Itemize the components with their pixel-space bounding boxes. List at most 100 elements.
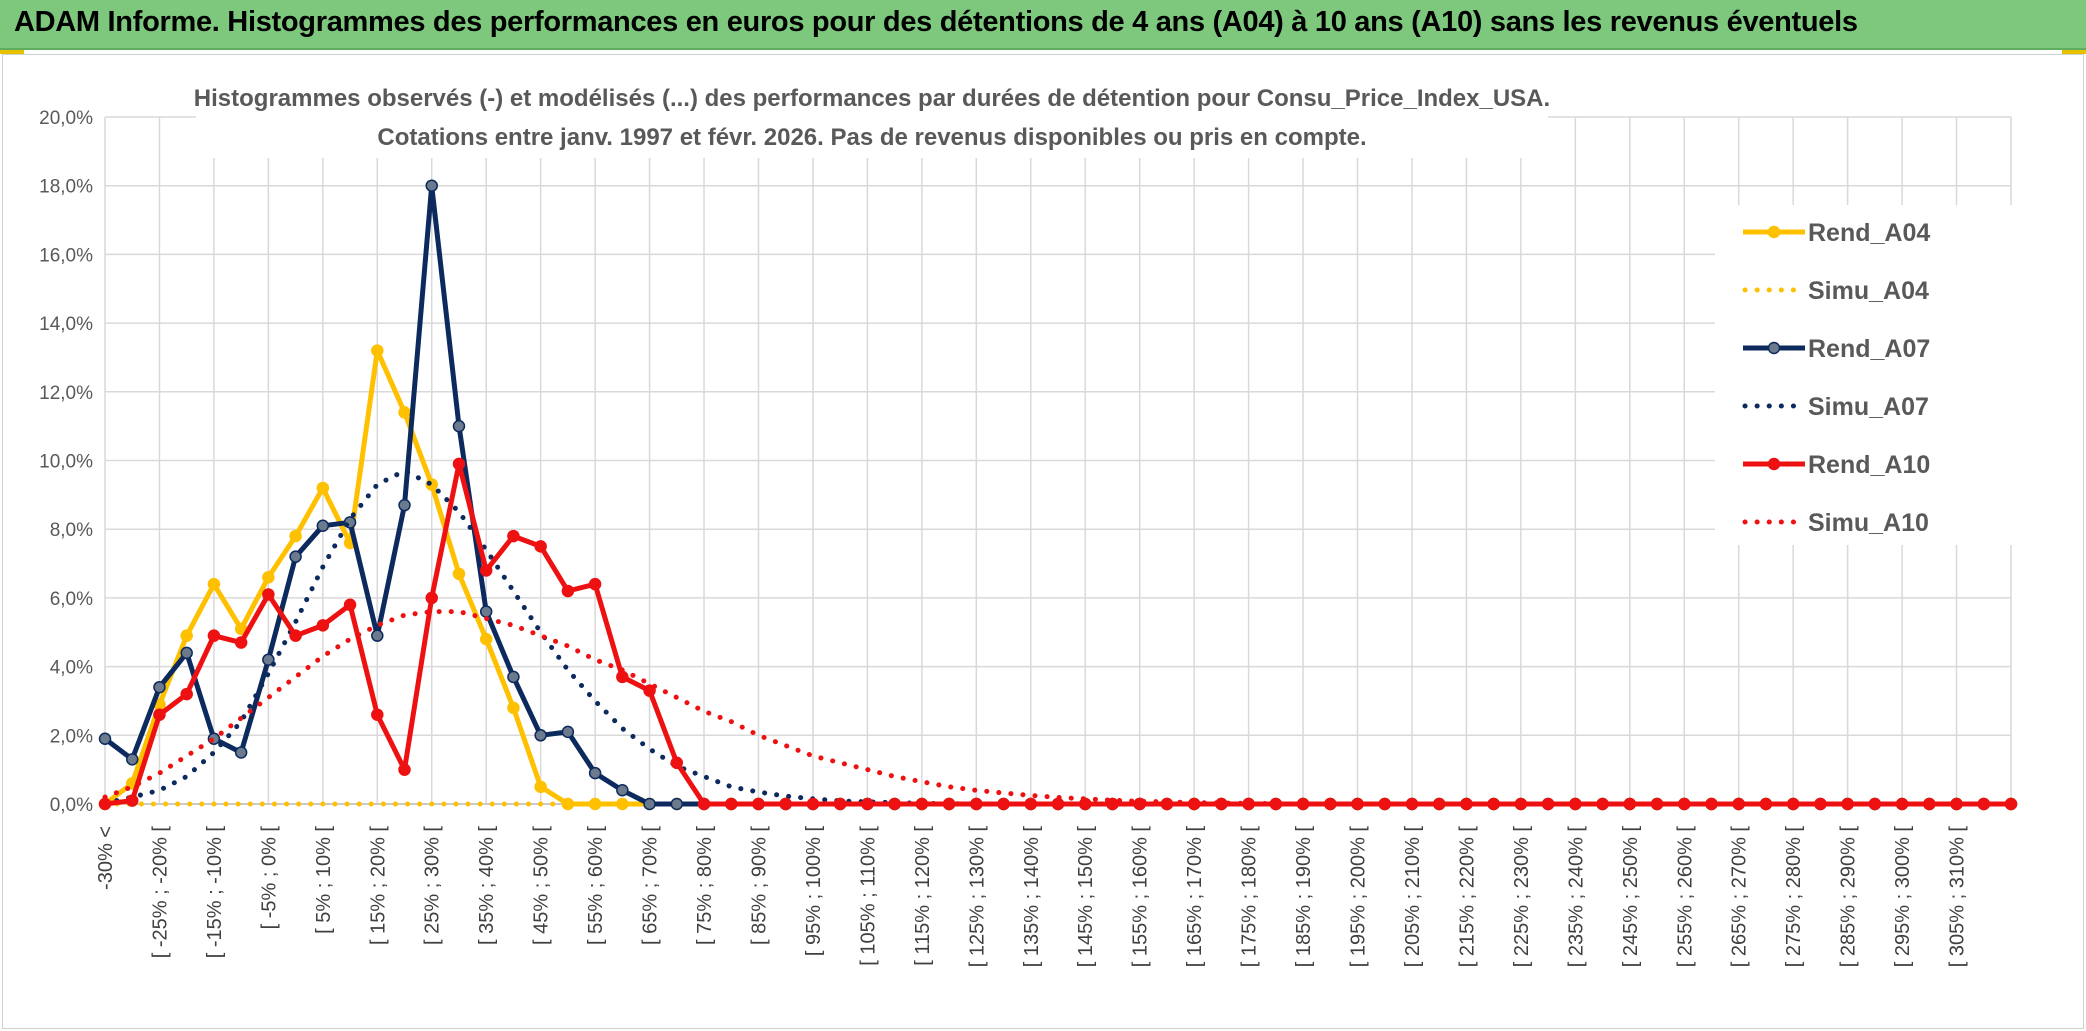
legend-label-simu-a10: Simu_A10 <box>1808 509 1929 537</box>
point-rend-a10 <box>262 588 275 601</box>
x-tick-label: [ 195% ; 200% [ <box>1348 826 1370 968</box>
x-tick-label: [ 275% ; 280% [ <box>1783 826 1805 968</box>
y-tick-label: 2,0% <box>50 726 93 747</box>
point-rend-a04 <box>507 701 520 715</box>
point-rend-a10 <box>1051 797 1065 811</box>
point-rend-a04 <box>262 571 275 584</box>
y-tick-label: 18,0% <box>39 177 93 198</box>
point-rend-a04 <box>398 406 411 419</box>
x-tick-label: [ 135% ; 140% [ <box>1021 826 1043 968</box>
x-tick-label: [ 35% ; 40% [ <box>476 826 498 945</box>
series-simu-a10 <box>102 609 2014 807</box>
x-tick-label: [ 305% ; 310% [ <box>1947 826 1969 968</box>
point-rend-a10 <box>153 708 166 721</box>
point-rend-a10 <box>534 540 547 553</box>
point-rend-a04 <box>371 344 384 357</box>
x-tick-label: [ 85% ; 90% [ <box>748 826 770 945</box>
point-rend-a10 <box>997 797 1010 811</box>
point-rend-a04 <box>479 632 493 646</box>
legend-backdrop <box>1715 205 2025 545</box>
x-tick-label: [ 115% ; 120% [ <box>912 826 934 966</box>
point-rend-a10 <box>234 636 248 649</box>
point-rend-a07 <box>479 605 493 618</box>
legend-label-simu-a07: Simu_A07 <box>1808 393 1929 421</box>
chart-title: Histogrammes observés (-) et modélisés (… <box>194 85 1550 112</box>
point-rend-a07 <box>180 646 193 660</box>
point-rend-a07 <box>643 797 656 811</box>
x-tick-label: [ 225% ; 230% [ <box>1511 826 1533 968</box>
point-rend-a10 <box>616 670 629 684</box>
point-rend-a07 <box>425 179 438 192</box>
x-tick-label: [ 45% ; 50% [ <box>531 826 553 945</box>
point-rend-a04 <box>207 577 221 591</box>
point-rend-a07 <box>234 746 248 759</box>
chart-frame <box>2 54 2084 1029</box>
point-rend-a07 <box>371 629 384 642</box>
x-tick-label: [ -25% ; -20% [ <box>149 826 171 959</box>
x-tick-label: [ 245% ; 250% [ <box>1620 826 1642 968</box>
x-tick-label: [ 5% ; 10% [ <box>313 826 335 934</box>
legend-marker-rend-a10 <box>1767 457 1781 471</box>
point-rend-a07 <box>561 725 575 739</box>
point-rend-a07 <box>616 784 629 797</box>
x-tick-label: [ 25% ; 30% [ <box>422 826 444 945</box>
point-rend-a07 <box>98 732 112 745</box>
y-tick-label: 12,0% <box>39 383 93 404</box>
point-rend-a10 <box>588 577 602 591</box>
point-rend-a07 <box>507 670 520 684</box>
y-tick-label: 4,0% <box>50 658 93 679</box>
x-tick-label: [ 215% ; 220% [ <box>1456 826 1478 968</box>
point-rend-a10 <box>452 457 466 471</box>
point-rend-a10 <box>942 797 956 811</box>
point-rend-a07 <box>153 680 166 694</box>
y-tick-label: 16,0% <box>39 245 93 266</box>
x-tick-label: [ 165% ; 170% [ <box>1184 826 1206 968</box>
legend-marker-rend-a07 <box>1767 341 1781 355</box>
legend-label-rend-a04: Rend_A04 <box>1808 219 1930 247</box>
point-rend-a07 <box>670 797 684 811</box>
y-tick-label: 20,0% <box>39 108 93 129</box>
point-rend-a10 <box>507 529 520 543</box>
point-rend-a07 <box>398 498 411 512</box>
point-rend-a10 <box>697 797 711 811</box>
title-banner: ADAM Informe. Histogrammes des performan… <box>0 0 2086 50</box>
series-lines <box>98 179 2018 811</box>
point-rend-a10 <box>2004 797 2018 811</box>
banner-title: ADAM Informe. Histogrammes des performan… <box>14 6 1858 38</box>
point-rend-a07 <box>125 753 139 766</box>
x-tick-label: -30% < <box>95 826 117 890</box>
x-tick-label: [ -5% ; 0% [ <box>258 826 280 930</box>
x-tick-label: [ 155% ; 160% [ <box>1130 826 1152 968</box>
point-rend-a07 <box>289 550 302 563</box>
right-accent <box>2062 50 2086 54</box>
point-rend-a10 <box>207 629 221 642</box>
point-rend-a10 <box>98 797 112 811</box>
point-rend-a04 <box>534 780 547 794</box>
point-rend-a10 <box>289 629 302 642</box>
point-rend-a04 <box>316 481 330 495</box>
point-rend-a10 <box>371 708 384 721</box>
point-rend-a10 <box>779 797 792 811</box>
x-tick-labels: -30% < [ -25% ; -20% [ [ -15% ; -10% [ [ -5… <box>95 826 1969 968</box>
x-tick-label: [ 205% ; 210% [ <box>1402 826 1424 968</box>
legend-marker-rend-a04 <box>1767 225 1781 239</box>
legend-label-rend-a07: Rend_A07 <box>1808 335 1930 363</box>
point-rend-a10 <box>180 687 193 701</box>
point-rend-a10 <box>888 797 901 811</box>
x-tick-label: [ 175% ; 180% [ <box>1239 826 1261 968</box>
legend-label-simu-a04: Simu_A04 <box>1808 277 1929 305</box>
x-tick-label: [ 265% ; 270% [ <box>1729 826 1751 968</box>
x-tick-label: [ -15% ; -10% [ <box>204 826 226 959</box>
x-tick-label: [ 255% ; 260% [ <box>1674 826 1696 968</box>
chart-subtitle: Cotations entre janv. 1997 et févr. 2026… <box>377 124 1366 151</box>
x-tick-label: [ 235% ; 240% [ <box>1565 826 1587 968</box>
x-tick-label: [ 65% ; 70% [ <box>640 826 662 945</box>
point-rend-a10 <box>316 619 330 632</box>
point-rend-a10 <box>861 797 874 811</box>
point-rend-a10 <box>1106 797 1119 811</box>
point-rend-a04 <box>452 567 466 581</box>
point-rend-a10 <box>752 797 765 811</box>
point-rend-a10 <box>398 763 411 776</box>
point-rend-a10 <box>425 591 438 605</box>
